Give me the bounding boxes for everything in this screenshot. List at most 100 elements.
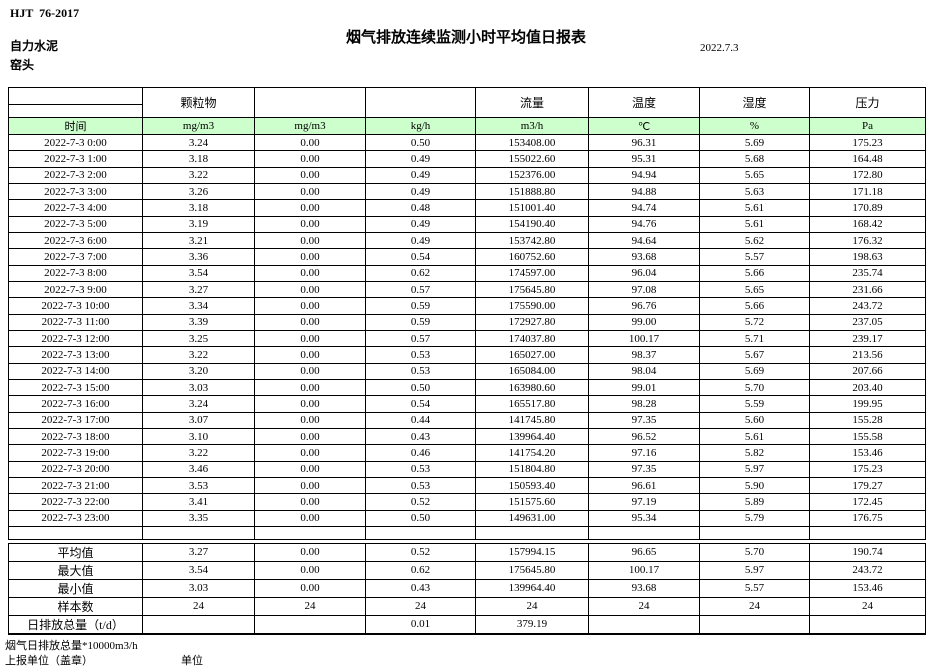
summary-value-cell: 3.03	[142, 578, 255, 598]
value-cell: 150593.40	[475, 476, 589, 495]
doc-code: HJT 76-2017	[10, 6, 80, 20]
value-cell: 0.49	[365, 166, 476, 184]
summary-value-cell: 243.72	[809, 560, 926, 580]
empty-cell	[8, 525, 143, 540]
summary-value-cell: 24	[809, 596, 926, 616]
value-cell: 3.41	[142, 493, 255, 511]
report-tables: 颗粒物 流量 温度 湿度 压力 时间 mg/m3 mg/m3 kg/h m3/h	[8, 87, 926, 635]
value-cell: 3.18	[142, 150, 255, 168]
value-cell: 203.40	[809, 378, 926, 397]
summary-value-cell: 5.97	[699, 560, 810, 580]
value-cell: 0.00	[254, 215, 366, 233]
summary-row: 样本数 24 24 24 24 24 24 24	[8, 596, 926, 616]
value-cell: 96.61	[588, 476, 700, 495]
value-cell: 0.62	[365, 264, 476, 282]
summary-label-cell: 最小值	[8, 578, 143, 598]
value-cell: 96.31	[588, 133, 700, 152]
value-cell: 155022.60	[475, 150, 589, 168]
value-cell: 207.66	[809, 362, 926, 380]
hourly-row: 2022-7-3 8:00 3.54 0.00 0.62 174597.00 96.04 5…	[8, 264, 926, 282]
hourly-row: 2022-7-3 21:00 3.53 0.00 0.53 150593.40 96.61…	[8, 476, 926, 495]
value-cell: 179.27	[809, 476, 926, 495]
value-cell: 0.00	[254, 509, 366, 527]
value-cell: 0.00	[254, 493, 366, 511]
value-cell: 243.72	[809, 297, 926, 315]
value-cell: 152376.00	[475, 166, 589, 184]
summary-value-cell	[254, 614, 366, 635]
summary-value-cell: 5.70	[699, 542, 810, 562]
hourly-table: 颗粒物 流量 温度 湿度 压力 时间 mg/m3 mg/m3 kg/h m3/h	[8, 87, 926, 540]
value-cell: 93.68	[588, 248, 700, 266]
value-cell: 0.00	[254, 264, 366, 282]
time-cell: 2022-7-3 14:00	[8, 362, 143, 380]
time-cell: 2022-7-3 17:00	[8, 411, 143, 429]
value-cell: 0.53	[365, 362, 476, 380]
group-header-cell	[254, 87, 366, 118]
value-cell: 0.00	[254, 182, 366, 201]
value-cell: 151575.60	[475, 493, 589, 511]
empty-cell	[142, 525, 255, 540]
value-cell: 3.18	[142, 199, 255, 217]
value-cell: 0.00	[254, 313, 366, 331]
value-cell: 0.00	[254, 166, 366, 184]
value-cell: 0.00	[254, 444, 366, 462]
group-header-cell-flow: 流量	[475, 87, 589, 118]
empty-cell	[365, 525, 476, 540]
value-cell: 0.00	[254, 427, 366, 446]
value-cell: 0.49	[365, 182, 476, 201]
summary-value-cell: 379.19	[475, 614, 589, 635]
value-cell: 168.42	[809, 215, 926, 233]
unit-cell: mg/m3	[142, 117, 255, 135]
value-cell: 141754.20	[475, 444, 589, 462]
summary-value-cell: 0.00	[254, 542, 366, 562]
value-cell: 3.07	[142, 411, 255, 429]
summary-label-cell: 平均值	[8, 542, 143, 562]
value-cell: 3.36	[142, 248, 255, 266]
value-cell: 0.00	[254, 199, 366, 217]
value-cell: 5.62	[699, 231, 810, 250]
time-cell: 2022-7-3 19:00	[8, 444, 143, 462]
summary-value-cell: 93.68	[588, 578, 700, 598]
summary-label-cell: 最大值	[8, 560, 143, 580]
value-cell: 139964.40	[475, 427, 589, 446]
empty-cell	[475, 525, 589, 540]
summary-value-cell: 0.62	[365, 560, 476, 580]
summary-value-cell: 139964.40	[475, 578, 589, 598]
value-cell: 3.19	[142, 215, 255, 233]
value-cell: 174037.80	[475, 329, 589, 348]
value-cell: 198.63	[809, 248, 926, 266]
value-cell: 0.00	[254, 395, 366, 413]
value-cell: 97.08	[588, 280, 700, 299]
hourly-row: 2022-7-3 9:00 3.27 0.00 0.57 175645.80 97.08 5…	[8, 280, 926, 299]
time-cell: 2022-7-3 9:00	[8, 280, 143, 299]
value-cell: 176.75	[809, 509, 926, 527]
value-cell: 5.82	[699, 444, 810, 462]
summary-table: 平均值 3.27 0.00 0.52 157994.15 96.65 5.70 190.74 最…	[8, 542, 926, 635]
hourly-row: 2022-7-3 10:00 3.34 0.00 0.59 175590.00 96.76…	[8, 297, 926, 315]
value-cell: 5.71	[699, 329, 810, 348]
group-header-cell	[8, 87, 143, 105]
value-cell: 97.35	[588, 411, 700, 429]
value-cell: 0.46	[365, 444, 476, 462]
value-cell: 5.72	[699, 313, 810, 331]
value-cell: 165517.80	[475, 395, 589, 413]
hourly-row: 2022-7-3 4:00 3.18 0.00 0.48 151001.40 94.74 5…	[8, 199, 926, 217]
value-cell: 3.27	[142, 280, 255, 299]
value-cell: 149631.00	[475, 509, 589, 527]
summary-row: 最小值 3.03 0.00 0.43 139964.40 93.68 5.57 153.46	[8, 578, 926, 598]
time-cell: 2022-7-3 5:00	[8, 215, 143, 233]
value-cell: 172927.80	[475, 313, 589, 331]
value-cell: 174597.00	[475, 264, 589, 282]
time-cell: 2022-7-3 18:00	[8, 427, 143, 446]
hourly-row: 2022-7-3 14:00 3.20 0.00 0.53 165084.00 98.04…	[8, 362, 926, 380]
time-cell: 2022-7-3 2:00	[8, 166, 143, 184]
value-cell: 153408.00	[475, 133, 589, 152]
value-cell: 96.04	[588, 264, 700, 282]
value-cell: 164.48	[809, 150, 926, 168]
hourly-row: 2022-7-3 23:00 3.35 0.00 0.50 149631.00 95.34…	[8, 509, 926, 527]
value-cell: 0.00	[254, 476, 366, 495]
value-cell: 3.24	[142, 395, 255, 413]
hourly-row: 2022-7-3 5:00 3.19 0.00 0.49 154190.40 94.76 5…	[8, 215, 926, 233]
hourly-row: 2022-7-3 6:00 3.21 0.00 0.49 153742.80 94.64 5…	[8, 231, 926, 250]
value-cell: 175645.80	[475, 280, 589, 299]
